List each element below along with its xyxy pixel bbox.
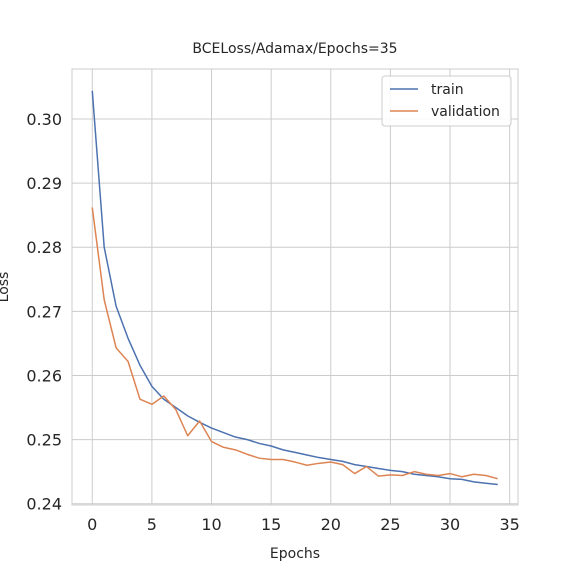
y-tick-label: 0.26 [26, 366, 62, 385]
x-tick-label: 20 [321, 515, 341, 534]
y-tick-label: 0.29 [26, 174, 62, 193]
legend-label-train: train [431, 82, 464, 98]
plot-area-frame [71, 68, 519, 506]
y-tick-label: 0.24 [26, 495, 62, 514]
x-tick-label: 30 [440, 515, 460, 534]
series-layer [91, 90, 498, 486]
y-axis-label: Loss [0, 272, 12, 303]
x-tick-label: 10 [201, 515, 221, 534]
legend: train validation [381, 75, 512, 127]
y-tick-label: 0.28 [26, 238, 62, 257]
y-tick-label: 0.27 [26, 302, 62, 321]
series-line-validation [91, 207, 498, 480]
x-tick-label: 5 [147, 515, 157, 534]
x-tick-label: 0 [87, 515, 97, 534]
x-axis-label: Epochs [270, 546, 320, 562]
legend-label-validation: validation [431, 104, 500, 120]
grid [72, 69, 518, 505]
x-tick-label: 25 [380, 515, 400, 534]
y-tick-label: 0.25 [26, 431, 62, 450]
chart-title: BCELoss/Adamax/Epochs=35 [192, 41, 397, 57]
y-tick-label: 0.30 [26, 110, 62, 129]
series-line-train [91, 90, 498, 486]
x-tick-label: 15 [261, 515, 281, 534]
x-tick-label: 35 [499, 515, 519, 534]
tick-labels: 0 5 10 15 20 25 30 35 0.24 0.25 0.26 0.27 0.28 0.29 0.… [26, 110, 519, 534]
